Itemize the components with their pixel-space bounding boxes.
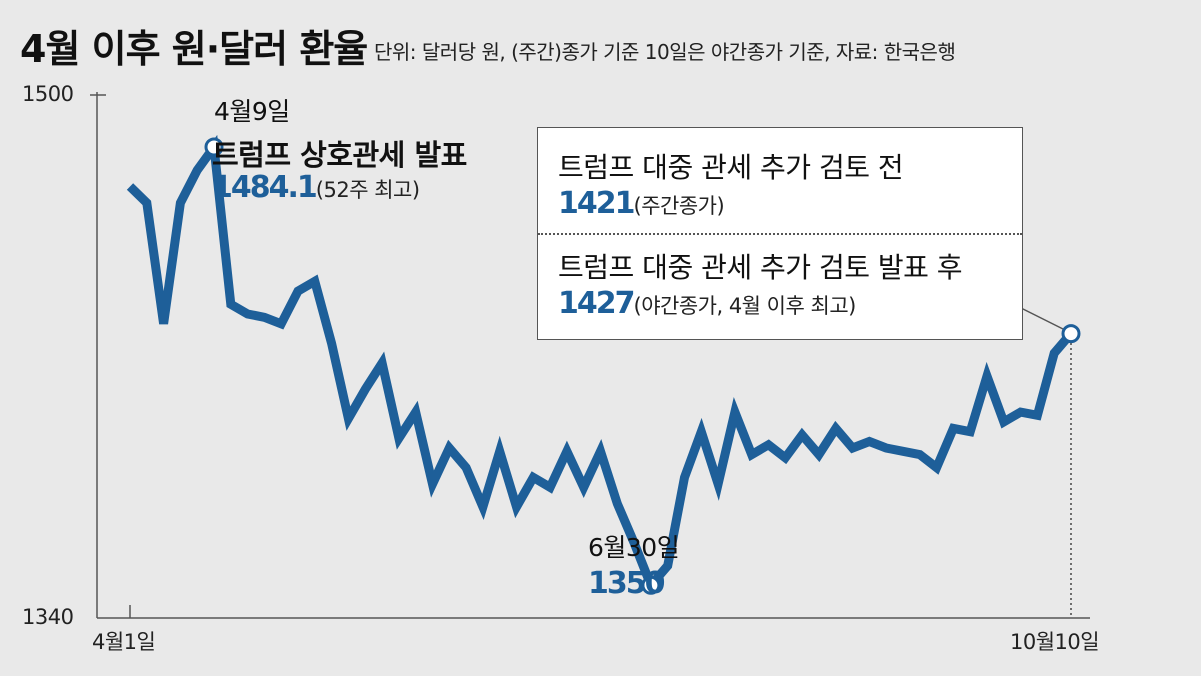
low-marker: [641, 575, 661, 595]
callout-line2-note: (야간종가, 4월 이후 최고): [633, 294, 857, 318]
peak-value: 1484.1: [212, 170, 318, 205]
x-end-label: 10월10일: [1010, 630, 1100, 654]
callout-pointer: [1020, 307, 1072, 334]
low-value-row: 1350: [588, 566, 665, 601]
callout-line1-note: (주간종가): [633, 194, 725, 218]
peak-value-row: 1484.1(52주 최고): [212, 170, 420, 205]
latest-marker: [1061, 324, 1081, 344]
low-value: 1350: [588, 566, 665, 601]
y-max-label: 1500: [22, 82, 74, 106]
callout-line1-text: 트럼프 대중 관세 추가 검토 전: [558, 151, 904, 184]
callout-box: 트럼프 대중 관세 추가 검토 전 1421(주간종가) 트럼프 대중 관세 추…: [537, 127, 1023, 340]
peak-date-label: 4월9일: [214, 97, 290, 126]
x-start-label: 4월1일: [92, 630, 156, 654]
callout-line2-value: 1427: [558, 286, 635, 321]
y-min-label: 1340: [22, 605, 74, 629]
callout-divider: [538, 233, 1022, 235]
peak-value-note: (52주 최고): [315, 178, 420, 202]
chart-unit-source-note: 단위: 달러당 원, (주간)종가 기준 10일은 야간종가 기준, 자료: 한…: [374, 40, 956, 64]
exchange-rate-line: [126, 134, 1075, 594]
peak-event-label: 트럼프 상호관세 발표: [212, 138, 467, 172]
callout-line1-value: 1421: [558, 186, 635, 221]
low-date-label: 6월30일: [588, 533, 680, 562]
peak-marker: [204, 137, 224, 157]
callout-line1-value-row: 1421(주간종가): [558, 186, 725, 221]
chart-title: 4월 이후 원·달러 환율: [20, 27, 368, 71]
callout-line2-value-row: 1427(야간종가, 4월 이후 최고): [558, 286, 856, 321]
callout-line2-text: 트럼프 대중 관세 추가 검토 발표 후: [558, 251, 963, 284]
series-group: [126, 134, 1081, 595]
